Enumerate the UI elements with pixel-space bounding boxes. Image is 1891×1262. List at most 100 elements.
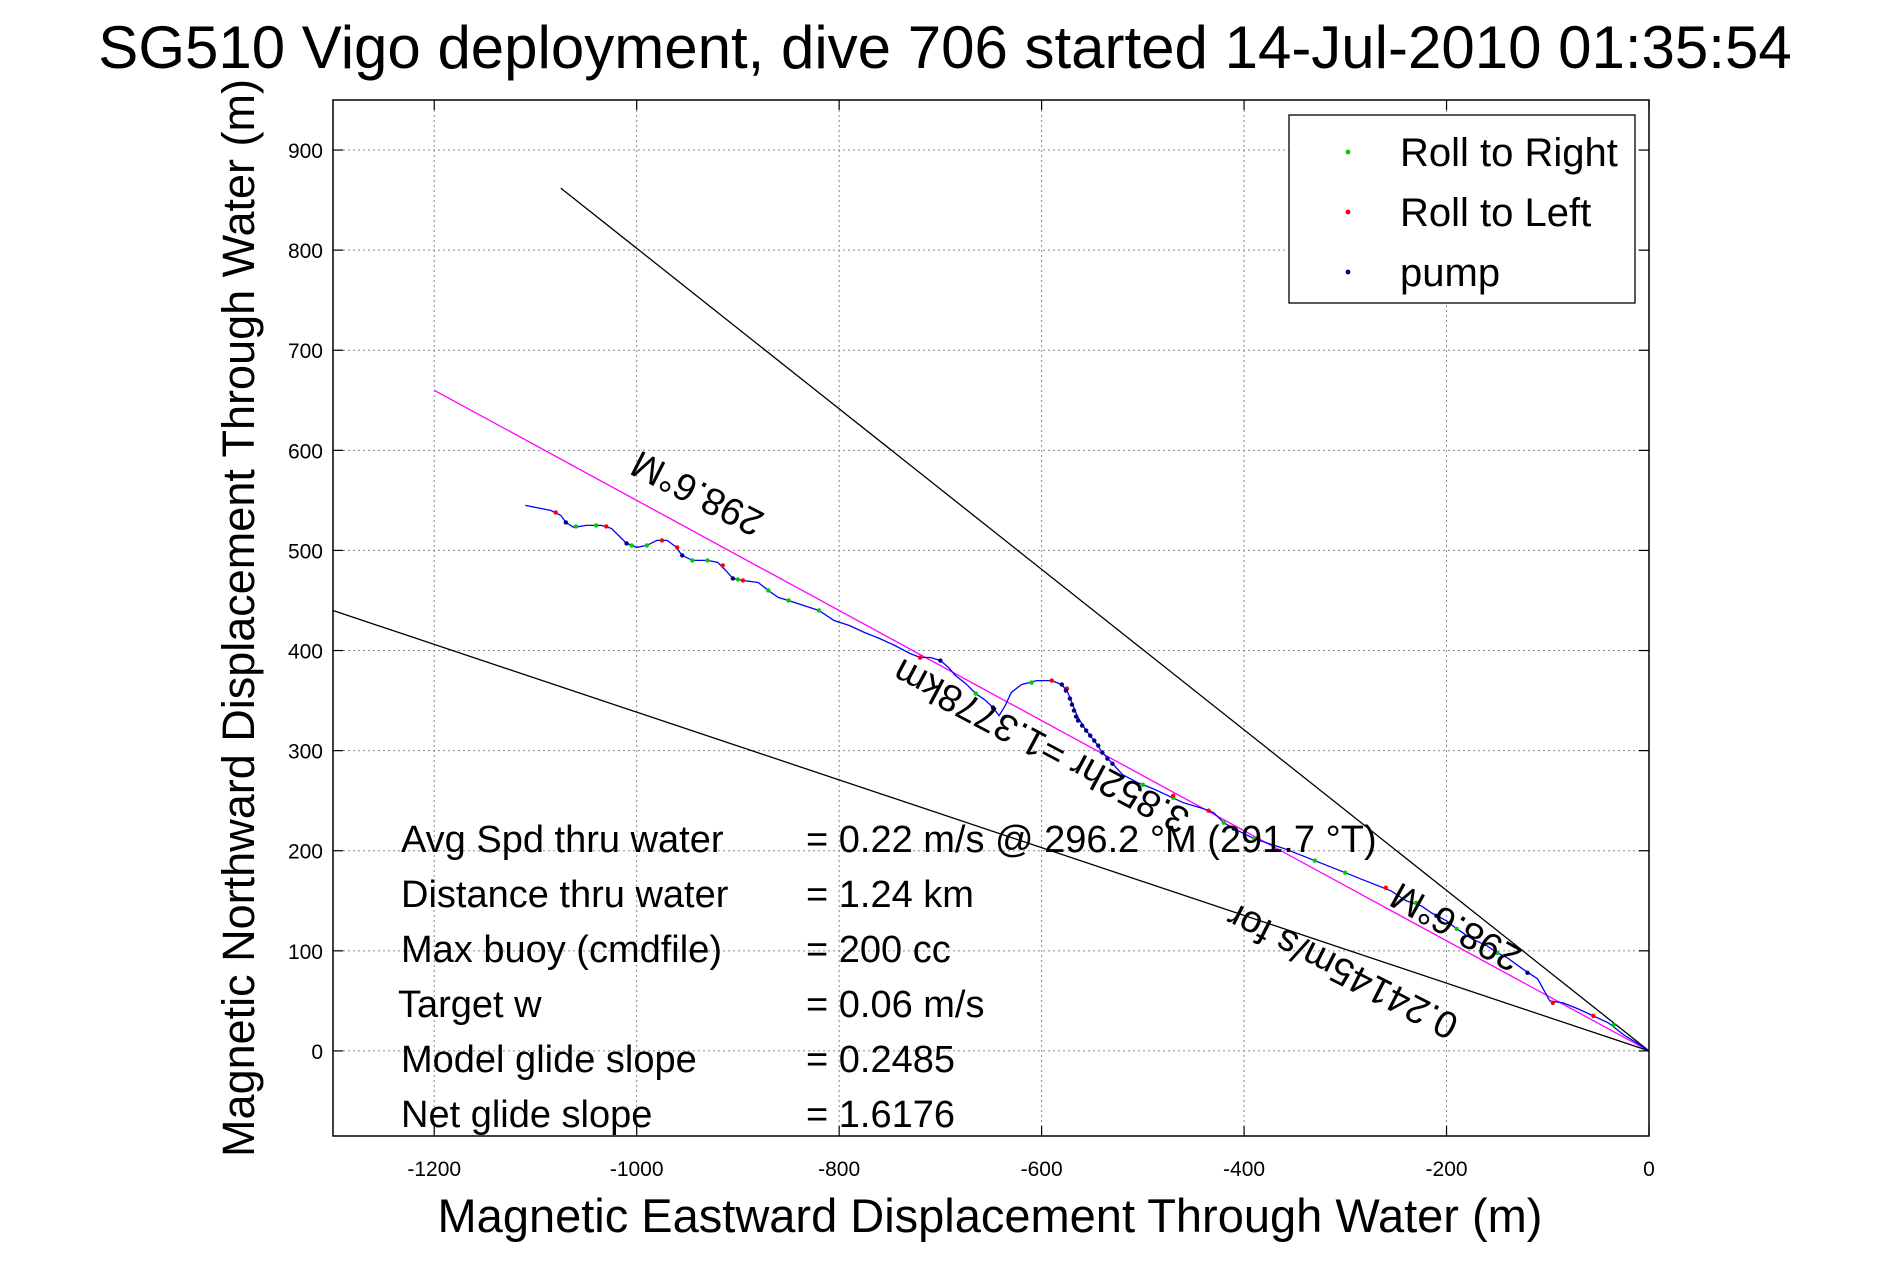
stat-label: Target w	[398, 984, 542, 1026]
stat-value: = 1.24 km	[806, 874, 974, 916]
roll-to-left-point	[1171, 793, 1176, 798]
roll-to-right-point	[1611, 1022, 1616, 1028]
roll-to-right-point	[629, 543, 634, 548]
stat-value: = 0.06 m/s	[806, 984, 984, 1026]
roll-to-right-point	[766, 588, 771, 593]
pump-point	[563, 520, 569, 525]
roll-to-left-point	[917, 655, 923, 660]
stats-block: Avg Spd thru water = 0.22 m/s @ 296.2 °M …	[398, 819, 1377, 1136]
roll-to-right-point	[1312, 858, 1318, 863]
pump-point	[730, 576, 736, 581]
legend-label: Roll to Right	[1400, 131, 1618, 175]
pump-point	[1059, 682, 1065, 687]
roll-to-left-point	[553, 510, 558, 515]
pump-point	[624, 541, 629, 546]
y-tick-label: 0	[311, 1041, 323, 1064]
pump-point	[1079, 723, 1085, 728]
y-tick-label: 900	[288, 140, 323, 163]
x-tick-label: -400	[1223, 1158, 1265, 1181]
series-layer	[525, 504, 1650, 1052]
roll-to-right-point	[1343, 870, 1348, 875]
pump-point	[1110, 761, 1115, 766]
roll-to-right-point	[1252, 836, 1257, 841]
chart-title: SG510 Vigo deployment, dive 706 started …	[98, 14, 1791, 81]
legend: Roll to Right Roll to Left pump	[1288, 114, 1636, 304]
pump-point	[1092, 738, 1097, 743]
pump-point	[1067, 696, 1073, 701]
y-tick-label: 500	[288, 540, 323, 563]
y-tick-label: 400	[288, 641, 323, 664]
pump-point	[1434, 913, 1439, 918]
roll-to-left-point	[720, 563, 725, 568]
pump-point	[1073, 714, 1079, 719]
heading-line	[433, 389, 1650, 1052]
roll-to-left-point	[1049, 678, 1054, 683]
roll-to-right-point	[644, 543, 650, 548]
roll-to-left-point	[604, 524, 609, 529]
axis-ticks: -1200 -1000 -800 -600 -400 -200 0 0 100 200 300 400…	[288, 100, 1655, 1181]
pump-point	[1096, 743, 1101, 748]
roll-to-right-point	[1029, 680, 1034, 685]
y-tick-label: 100	[288, 941, 323, 964]
y-tick-label: 700	[288, 340, 323, 363]
y-tick-label: 600	[288, 440, 323, 463]
stat-value: = 0.22 m/s @ 296.2 °M (291.7 °T)	[806, 819, 1377, 861]
y-tick-label: 300	[288, 741, 323, 764]
cone-lower-line	[332, 609, 1650, 1052]
roll-to-left-point	[1591, 1013, 1596, 1019]
roll-to-left-point	[1206, 808, 1211, 813]
x-tick-label: -1000	[610, 1158, 664, 1181]
legend-label: Roll to Left	[1400, 191, 1591, 235]
roll-to-right-point	[1221, 820, 1227, 825]
stat-label: Net glide slope	[401, 1094, 652, 1136]
reference-lines	[332, 187, 1650, 1052]
pump-point	[680, 553, 685, 558]
pump-point	[1525, 970, 1530, 976]
legend-label: pump	[1400, 251, 1500, 295]
pump-point	[990, 705, 996, 710]
roll-to-right-point	[1413, 900, 1419, 905]
roll-to-right-point	[594, 523, 599, 528]
roll-to-right-point	[735, 577, 741, 582]
plot-frame	[332, 99, 1650, 1137]
roll-to-left-point	[659, 538, 665, 543]
roll-to-right-point	[690, 558, 695, 563]
roll-to-right-point	[1494, 950, 1500, 956]
stat-value: = 200 cc	[806, 929, 951, 971]
pump-point	[1071, 708, 1077, 713]
roll-to-left-point	[674, 545, 680, 550]
x-tick-label: -800	[818, 1158, 860, 1181]
pump-point	[1088, 733, 1093, 738]
pump-point	[1105, 756, 1110, 761]
pump-point	[1075, 718, 1081, 723]
stat-label: Avg Spd thru water	[401, 819, 724, 861]
stat-value: = 1.6176	[806, 1094, 955, 1136]
roll-to-right-point	[786, 598, 791, 603]
pump-point	[1069, 702, 1075, 707]
roll-to-left-point	[1383, 885, 1389, 890]
stat-value: = 0.2485	[806, 1039, 955, 1081]
legend-marker	[1345, 149, 1351, 155]
roll-to-right-point	[705, 558, 710, 563]
legend-marker	[1345, 269, 1351, 275]
roll-to-right-point	[1140, 782, 1146, 787]
y-tick-label: 800	[288, 240, 323, 263]
roll-to-right-point	[816, 608, 822, 613]
pump-point	[1100, 750, 1105, 755]
roll-to-right-point	[573, 524, 579, 529]
pump-point	[1231, 826, 1237, 831]
x-tick-label: -200	[1426, 1158, 1468, 1181]
roll-to-left-point	[1550, 1000, 1556, 1006]
stat-label: Distance thru water	[401, 874, 729, 916]
stat-label: Max buoy (cmdfile)	[401, 929, 722, 971]
legend-marker	[1345, 209, 1351, 215]
x-tick-label: -600	[1021, 1158, 1063, 1181]
stat-label: Model glide slope	[401, 1039, 697, 1081]
x-tick-label: 0	[1643, 1158, 1655, 1181]
cone-upper-line	[560, 187, 1650, 1052]
roll-to-right-point	[1454, 926, 1459, 931]
pump-point	[938, 658, 943, 663]
y-tick-label: 200	[288, 841, 323, 864]
y-axis-label: Magnetic Northward Displacement Through …	[213, 79, 264, 1157]
